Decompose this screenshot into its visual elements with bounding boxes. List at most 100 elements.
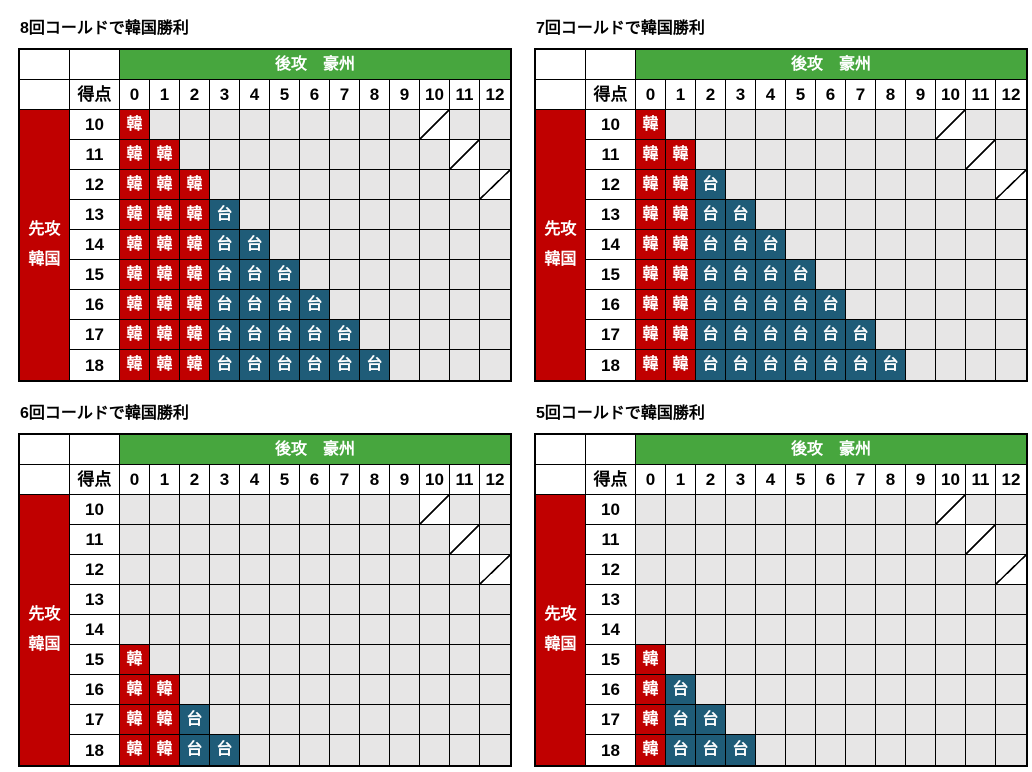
column-header: 3 [726,465,756,495]
column-header: 3 [210,80,240,110]
empty-cell [390,230,420,260]
empty-cell [450,230,480,260]
empty-cell [480,230,510,260]
opponent-win-cell: 台 [180,735,210,765]
empty-cell [816,735,846,765]
korea-win-cell: 韓 [636,230,666,260]
empty-cell [450,170,480,200]
korea-win-cell: 韓 [180,350,210,380]
empty-cell [876,495,906,525]
column-header: 1 [666,465,696,495]
empty-cell [636,525,666,555]
empty-cell [300,110,330,140]
empty-cell [390,615,420,645]
table-title: 7回コールドで韓国勝利 [536,20,705,37]
opponent-win-cell: 台 [756,320,786,350]
empty-cell [450,585,480,615]
empty-cell [240,645,270,675]
empty-cell [876,615,906,645]
empty-cell [270,170,300,200]
opponent-win-cell: 台 [210,320,240,350]
score-header: 得点 [586,465,636,495]
empty-cell [936,645,966,675]
empty-cell [300,200,330,230]
empty-cell [180,645,210,675]
empty-cell [816,170,846,200]
empty-cell [330,675,360,705]
empty-cell [816,675,846,705]
empty-cell [786,585,816,615]
diagonal-cell [450,525,480,555]
empty-cell [420,260,450,290]
korea-row-header-line2: 韓国 [544,636,577,653]
empty-cell [816,585,846,615]
empty-cell [726,495,756,525]
blank-cell [536,465,586,495]
empty-cell [726,675,756,705]
empty-cell [330,705,360,735]
empty-cell [270,110,300,140]
empty-cell [936,525,966,555]
empty-cell [966,495,996,525]
empty-cell [270,200,300,230]
empty-cell [786,200,816,230]
empty-cell [816,260,846,290]
opponent-win-cell: 台 [360,350,390,380]
opponent-win-cell: 台 [210,350,240,380]
score-cell: 17 [586,320,636,350]
korea-win-cell: 韓 [636,140,666,170]
column-header: 5 [270,80,300,110]
korea-win-cell: 韓 [120,735,150,765]
column-header: 9 [906,465,936,495]
empty-cell [480,290,510,320]
empty-cell [726,110,756,140]
empty-cell [420,290,450,320]
empty-cell [636,585,666,615]
korea-row-header: 先攻 韓国 [536,110,586,380]
empty-cell [420,735,450,765]
empty-cell [786,735,816,765]
opponent-win-cell: 台 [180,705,210,735]
empty-cell [666,645,696,675]
empty-cell [300,705,330,735]
opponent-win-cell: 台 [696,290,726,320]
opponent-win-cell: 台 [270,290,300,320]
empty-cell [300,555,330,585]
empty-cell [696,495,726,525]
empty-cell [906,615,936,645]
korea-row-header-line1: 先攻 [544,606,577,623]
empty-cell [360,615,390,645]
column-header: 7 [330,80,360,110]
table-8-inning-cold: 8回コールドで韓国勝利 後攻 豪州 得点 0 1 2 3 4 5 6 7 8 9 10 11 12 先攻 韓国 1… [18,14,512,382]
opponent-header: 後攻 豪州 [120,50,510,80]
opponent-header: 後攻 豪州 [636,50,1026,80]
empty-cell [360,525,390,555]
korea-win-cell: 韓 [636,350,666,380]
empty-cell [666,615,696,645]
empty-cell [180,140,210,170]
empty-cell [180,525,210,555]
empty-cell [936,555,966,585]
opponent-win-cell: 台 [240,350,270,380]
column-header: 4 [756,80,786,110]
empty-cell [420,615,450,645]
opponent-win-cell: 台 [876,350,906,380]
empty-cell [150,585,180,615]
empty-cell [210,170,240,200]
score-cell: 18 [586,735,636,765]
column-header: 8 [360,80,390,110]
empty-cell [150,615,180,645]
empty-cell [846,140,876,170]
empty-cell [786,230,816,260]
empty-cell [390,645,420,675]
opponent-win-cell: 台 [330,320,360,350]
empty-cell [726,645,756,675]
opponent-win-cell: 台 [696,200,726,230]
empty-cell [756,615,786,645]
korea-win-cell: 韓 [120,675,150,705]
empty-cell [876,290,906,320]
empty-cell [330,585,360,615]
korea-win-cell: 韓 [180,170,210,200]
score-cell: 14 [586,615,636,645]
empty-cell [906,675,936,705]
